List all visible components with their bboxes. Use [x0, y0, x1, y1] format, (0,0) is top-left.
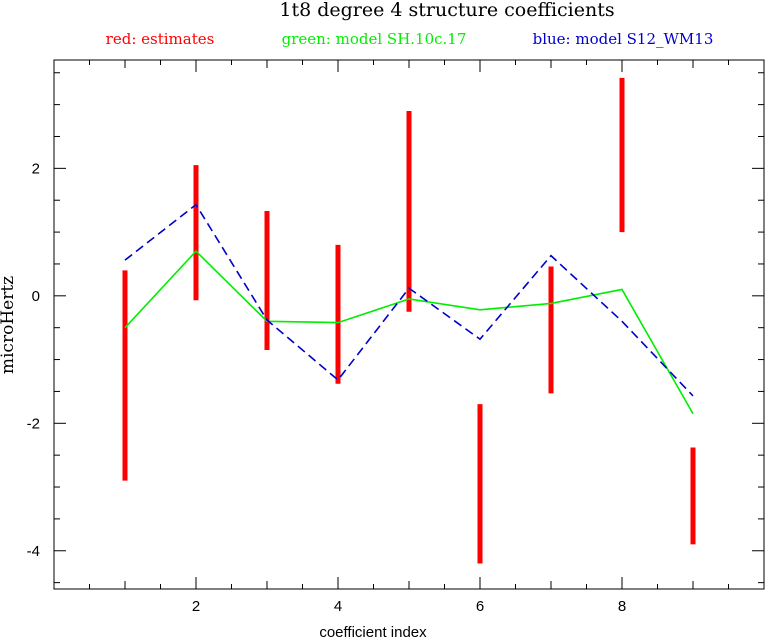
estimate-bars — [122, 77, 696, 564]
x-tick-label: 4 — [334, 598, 342, 615]
legend-entry-blue-model: blue: model S12_WM13 — [533, 30, 714, 48]
y-tick-label: 2 — [32, 160, 40, 177]
legend: red: estimates green: model SH.10c.17 bl… — [106, 30, 714, 48]
tick-labels: 2 4 6 8 -4 -2 0 2 — [27, 160, 627, 615]
x-tick-label: 2 — [192, 598, 200, 615]
chart-title: 1t8 degree 4 structure coefficients — [279, 0, 614, 21]
y-axis-label: microHertz — [0, 276, 18, 374]
green-model-line — [124, 250, 694, 415]
y-tick-label: 0 — [32, 288, 40, 305]
x-axis-label: coefficient index — [319, 624, 427, 641]
model-lines — [124, 203, 694, 415]
y-tick-label: -4 — [27, 543, 40, 560]
axis-ticks — [54, 60, 764, 589]
blue-model-line — [124, 203, 694, 397]
legend-entry-green-model: green: model SH.10c.17 — [282, 30, 467, 48]
legend-entry-estimates: red: estimates — [106, 30, 215, 48]
x-tick-label: 6 — [476, 598, 484, 615]
x-tick-label: 8 — [618, 598, 626, 615]
y-tick-label: -2 — [27, 415, 40, 432]
